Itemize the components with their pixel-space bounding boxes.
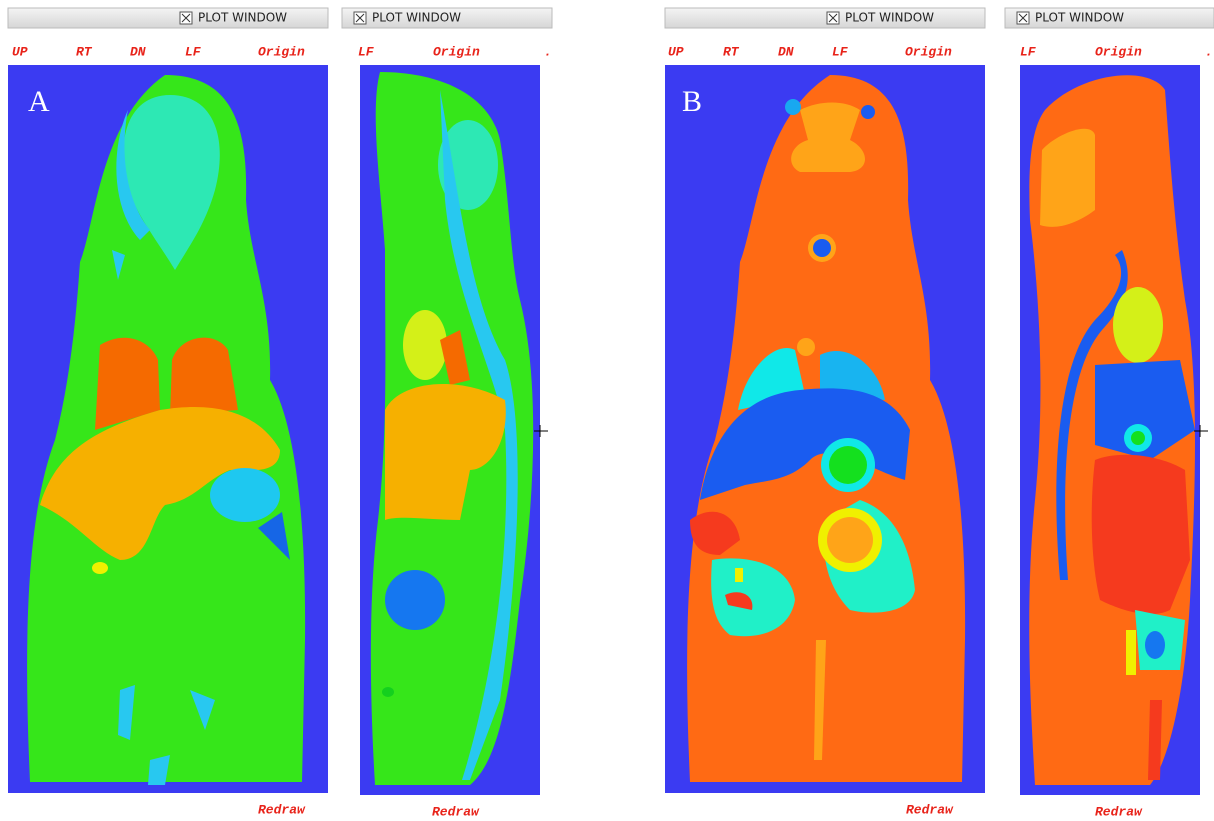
segmentation-image-shape (1056, 250, 1128, 580)
segmentation-image-shape (1148, 700, 1162, 780)
window-title[interactable]: PLOT WINDOW (1035, 11, 1124, 25)
segmentation-image-shape (797, 338, 815, 356)
segmentation-image-shape (403, 310, 447, 380)
segmentation-image-shape (92, 562, 108, 574)
toolbar-button[interactable]: LF (832, 44, 849, 59)
title-bars-shape (355, 13, 365, 23)
segmentation-image (360, 65, 548, 795)
title-bars-shape (341, 7, 553, 29)
segmentation-image-shape (785, 99, 801, 115)
toolbar-button[interactable]: RT (76, 44, 93, 59)
segmentation-image-shape (116, 110, 150, 240)
toolbar-button[interactable]: Origin (433, 44, 480, 59)
segmentation-image-shape (440, 90, 518, 780)
segmentation-image-shape (534, 425, 548, 437)
segmentation-image-shape (258, 512, 290, 560)
redraw-button[interactable]: Redraw (258, 802, 306, 817)
toolbar-button[interactable]: LF (185, 44, 202, 59)
toolbar-button[interactable]: RT (723, 44, 740, 59)
window-title[interactable]: PLOT WINDOW (845, 11, 934, 25)
toolbar-button[interactable]: Origin (905, 44, 952, 59)
segmentation-image-shape (170, 337, 238, 415)
panel-label: A (28, 85, 50, 118)
segmentation-image (8, 65, 328, 793)
title-bars-shape (7, 7, 329, 29)
window-title[interactable]: PLOT WINDOW (198, 11, 287, 25)
segmentation-image-shape (112, 250, 215, 785)
segmentation-image-shape (690, 511, 740, 555)
redraw-button[interactable]: Redraw (432, 804, 480, 819)
segmentation-image-shape (725, 592, 753, 610)
segmentation-image-shape (735, 568, 743, 582)
segmentation-image-shape (700, 388, 910, 500)
redraw-button[interactable]: Redraw (906, 802, 954, 817)
segmentation-image-shape (40, 406, 280, 560)
segmentation-image (665, 65, 985, 793)
toolbar-button[interactable]: Origin (258, 44, 305, 59)
segmentation-image-shape (814, 640, 826, 760)
toolbar-button[interactable]: LF (358, 44, 375, 59)
segmentation-image-shape (1040, 128, 1095, 227)
title-bars-shape (1004, 7, 1214, 29)
segmentation-image-shape (210, 468, 280, 522)
segmentation-image-shape (385, 383, 506, 520)
toolbar-button[interactable]: Origin (1095, 44, 1142, 59)
redraw-button[interactable]: Redraw (1095, 804, 1143, 819)
segmentation-image (1020, 65, 1208, 795)
title-bars-shape (664, 7, 986, 29)
toolbar-button[interactable]: LF (1020, 44, 1037, 59)
toolbar-button[interactable]: . (544, 44, 552, 59)
segmentation-image-shape (1095, 360, 1195, 460)
segmentation-image-shape (1113, 287, 1163, 363)
toolbar-button[interactable]: DN (778, 44, 794, 59)
segmentation-image-shape (385, 570, 445, 630)
toolbar-button[interactable]: UP (12, 44, 28, 59)
segmentation-image-shape (1091, 454, 1190, 615)
segmentation-image-shape (820, 351, 885, 400)
segmentation-image-shape (123, 95, 220, 270)
segmentation-image-shape (791, 102, 865, 172)
segmentation-image-shape (1131, 431, 1145, 445)
segmentation-image-shape (382, 687, 394, 697)
segmentation-image-shape (95, 337, 160, 430)
segmentation-image-shape (440, 330, 470, 385)
segmentation-image-shape (813, 239, 831, 257)
toolbar-button[interactable]: UP (668, 44, 684, 59)
segmentation-image-shape (1194, 425, 1208, 437)
segmentation-image-shape (827, 517, 873, 563)
window-title[interactable]: PLOT WINDOW (372, 11, 461, 25)
toolbar-button[interactable]: . (1205, 44, 1213, 59)
title-bars-shape (1018, 13, 1028, 23)
segmentation-image-shape (829, 446, 867, 484)
toolbar-button[interactable]: DN (130, 44, 146, 59)
title-bars-shape (828, 13, 838, 23)
panel-label: B (682, 85, 702, 118)
segmentation-image-shape (1145, 631, 1165, 659)
segmentation-image-shape (711, 558, 795, 637)
segmentation-image-shape (861, 105, 875, 119)
title-bars (7, 7, 1214, 29)
title-bars-shape (181, 13, 191, 23)
segmentation-image-shape (1126, 630, 1136, 675)
